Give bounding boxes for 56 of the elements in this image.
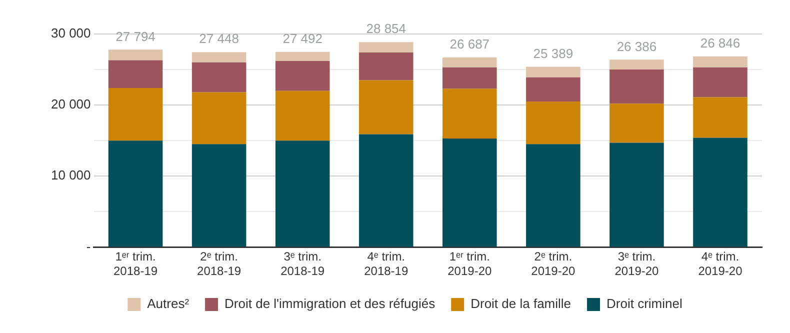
bar (192, 52, 246, 62)
bar (526, 144, 580, 247)
bar (192, 92, 246, 144)
bar (358, 42, 414, 52)
bar (192, 144, 246, 247)
total-label: 27 492 (282, 30, 322, 46)
bar (108, 60, 163, 88)
y-tick-label: - (86, 238, 91, 254)
bar (275, 90, 330, 141)
bar (526, 102, 580, 144)
bar (442, 58, 497, 68)
bar (693, 56, 748, 68)
total-label: 26 687 (450, 36, 490, 52)
x-tick-label: 3ᵉ trim. 2019-20 (614, 250, 660, 278)
bar (610, 60, 664, 70)
total-label: 27 448 (199, 31, 239, 46)
bar (358, 80, 414, 134)
bar (693, 67, 748, 98)
bar (358, 134, 414, 247)
x-tick-label: 4ᵉ trim. 2018-19 (364, 250, 408, 278)
total-label: 25 389 (533, 46, 574, 61)
bar (358, 52, 414, 80)
y-tick-label: 30 000 (50, 26, 91, 41)
bar (610, 70, 664, 104)
bar (442, 138, 497, 247)
x-tick-label: 1ᵉʳ trim. 2018-19 (114, 250, 158, 278)
bar (275, 140, 330, 247)
x-tick-label: 3ᵉ trim. 2018-19 (280, 250, 325, 278)
bar (442, 88, 497, 138)
x-tick-label: 1ᵉʳ trim. 2019-20 (448, 250, 492, 278)
bar (526, 77, 580, 102)
y-tick-label: 20 000 (50, 96, 91, 112)
bar (610, 142, 664, 247)
bar (693, 97, 748, 138)
total-label: 27 794 (116, 28, 156, 44)
x-tick-label: 2ᵉ trim. 2018-19 (197, 250, 242, 278)
x-tick-label: 2ᵉ trim. 2019-20 (531, 250, 576, 278)
bar (108, 140, 163, 247)
total-label: 26 386 (616, 38, 657, 54)
y-tick-label: 10 000 (50, 168, 91, 183)
bar (442, 67, 497, 89)
total-label: 28 854 (366, 21, 406, 36)
x-tick-label: 4ᵉ trim. 2019-20 (698, 250, 743, 278)
bar (693, 138, 748, 247)
legend-label: Droit de l'immigration et des réfugiés (224, 296, 436, 312)
bar (108, 50, 163, 60)
bar (192, 62, 246, 92)
bar (610, 104, 664, 143)
legend-label: Droit criminel (606, 296, 682, 312)
legend-label: Droit de la famille (470, 296, 572, 312)
legend-label: Autres² (147, 296, 190, 312)
total-label: 26 846 (700, 35, 740, 50)
bar (526, 66, 580, 78)
bar (108, 88, 163, 141)
bar (275, 61, 330, 91)
bar (275, 52, 330, 62)
